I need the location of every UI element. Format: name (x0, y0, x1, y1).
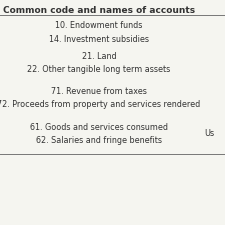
Text: 21. Land: 21. Land (82, 52, 116, 61)
Text: 72. Proceeds from property and services rendered: 72. Proceeds from property and services … (0, 100, 201, 109)
Text: 10. Endowment funds: 10. Endowment funds (55, 21, 143, 30)
Text: 61. Goods and services consumed: 61. Goods and services consumed (30, 123, 168, 132)
Text: 62. Salaries and fringe benefits: 62. Salaries and fringe benefits (36, 136, 162, 145)
Text: Common code and names of accounts: Common code and names of accounts (3, 6, 195, 15)
Text: 14. Investment subsidies: 14. Investment subsidies (49, 35, 149, 44)
Text: Us: Us (204, 129, 214, 138)
Text: 22. Other tangible long term assets: 22. Other tangible long term assets (27, 65, 171, 74)
Text: 71. Revenue from taxes: 71. Revenue from taxes (51, 87, 147, 96)
